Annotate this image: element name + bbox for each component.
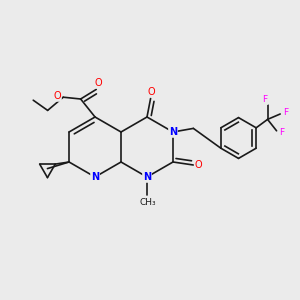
Text: O: O xyxy=(94,78,102,88)
Text: N: N xyxy=(169,127,177,137)
Text: CH₃: CH₃ xyxy=(139,198,156,207)
Text: F: F xyxy=(279,128,284,137)
Text: F: F xyxy=(283,108,288,117)
Text: N: N xyxy=(91,172,99,182)
Text: O: O xyxy=(148,87,156,97)
Text: O: O xyxy=(195,160,202,170)
Text: O: O xyxy=(53,91,61,101)
Text: F: F xyxy=(262,95,268,104)
Text: N: N xyxy=(143,172,151,182)
